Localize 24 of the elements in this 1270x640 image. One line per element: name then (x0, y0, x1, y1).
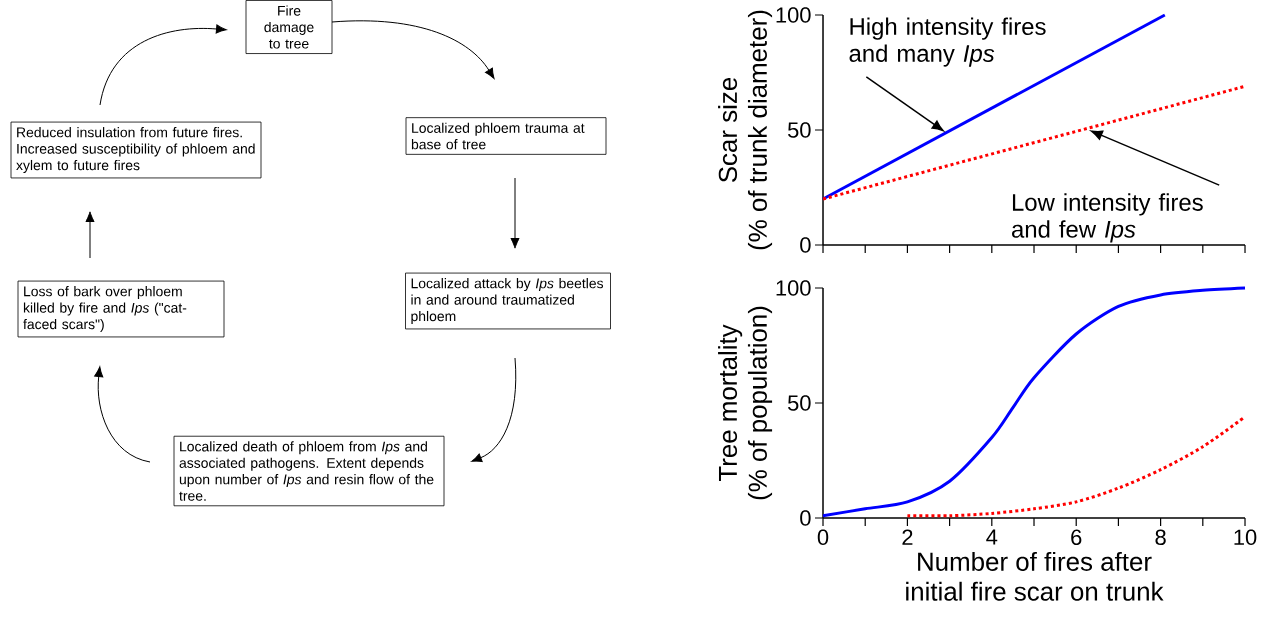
text: Reduced insulation from future fires. Increased susceptibility of phloem and xylem to future fires (16, 127, 255, 173)
text: Localized phloem trauma at base of tree (411, 122, 585, 150)
line-series (905, 415, 1247, 518)
x-tick-label: 4 (986, 529, 998, 545)
y-tick-label: 100 (776, 7, 811, 23)
y-tick-label: 0 (800, 510, 811, 526)
x-tick-label: 6 (1071, 529, 1082, 546)
y-tick-label: 0 (800, 237, 811, 253)
y-axis-title: Scar size (% of trunk diameter) (718, 10, 773, 250)
text: Loss of bark over phloem killed by fire and Ips ("cat-faced scars") (23, 286, 187, 332)
x-tick-label: 8 (1155, 529, 1166, 546)
x-tick-label: 2 (902, 529, 913, 545)
annotation: Low intensity fires and few Ips (1012, 193, 1203, 243)
y-tick-label: 50 (787, 395, 811, 411)
x-tick-label: 0 (817, 529, 829, 546)
y-tick-label: 50 (787, 122, 811, 138)
text: Localized attack by Ips beetles in and around traumatized phloem (411, 278, 604, 324)
text: Fire damage to tree (264, 5, 314, 49)
x-tick-label: 10 (1234, 529, 1257, 546)
x-axis-title: Number of fires after initial fire scar on trunk (906, 551, 1164, 601)
y-tick-label: 100 (776, 280, 811, 296)
y-axis-title: Tree mortality (% of population) (718, 306, 773, 500)
text: Localized death of phloem from Ips and associated pathogens. Extent depends upon number of Ips and resin flow of the tree. (179, 441, 434, 501)
annotation: High intensity fires and many Ips (849, 17, 1046, 67)
